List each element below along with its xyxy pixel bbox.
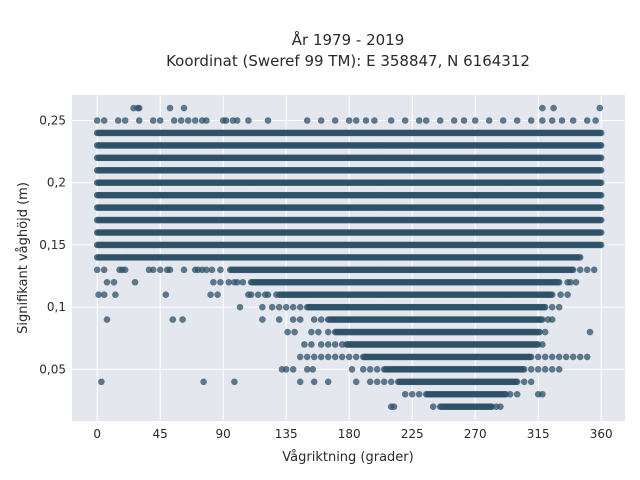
data-point bbox=[597, 204, 605, 211]
data-point bbox=[597, 191, 605, 199]
chart-title-line2: Koordinat (Sweref 99 TM): E 358847, N 61… bbox=[166, 52, 530, 70]
data-point bbox=[597, 129, 605, 137]
chart-title-line1: År 1979 - 2019 bbox=[292, 30, 405, 49]
data-point bbox=[597, 241, 605, 249]
data-point bbox=[576, 254, 584, 261]
data-point bbox=[597, 166, 605, 174]
data-point bbox=[569, 266, 577, 274]
data-point bbox=[597, 142, 605, 149]
data-point bbox=[555, 278, 563, 286]
data-point bbox=[541, 303, 549, 311]
data-point bbox=[597, 216, 605, 224]
data-markers bbox=[93, 104, 605, 410]
data-point bbox=[597, 179, 605, 187]
data-point bbox=[597, 154, 605, 162]
data-point bbox=[548, 291, 556, 299]
data-point bbox=[597, 229, 605, 236]
